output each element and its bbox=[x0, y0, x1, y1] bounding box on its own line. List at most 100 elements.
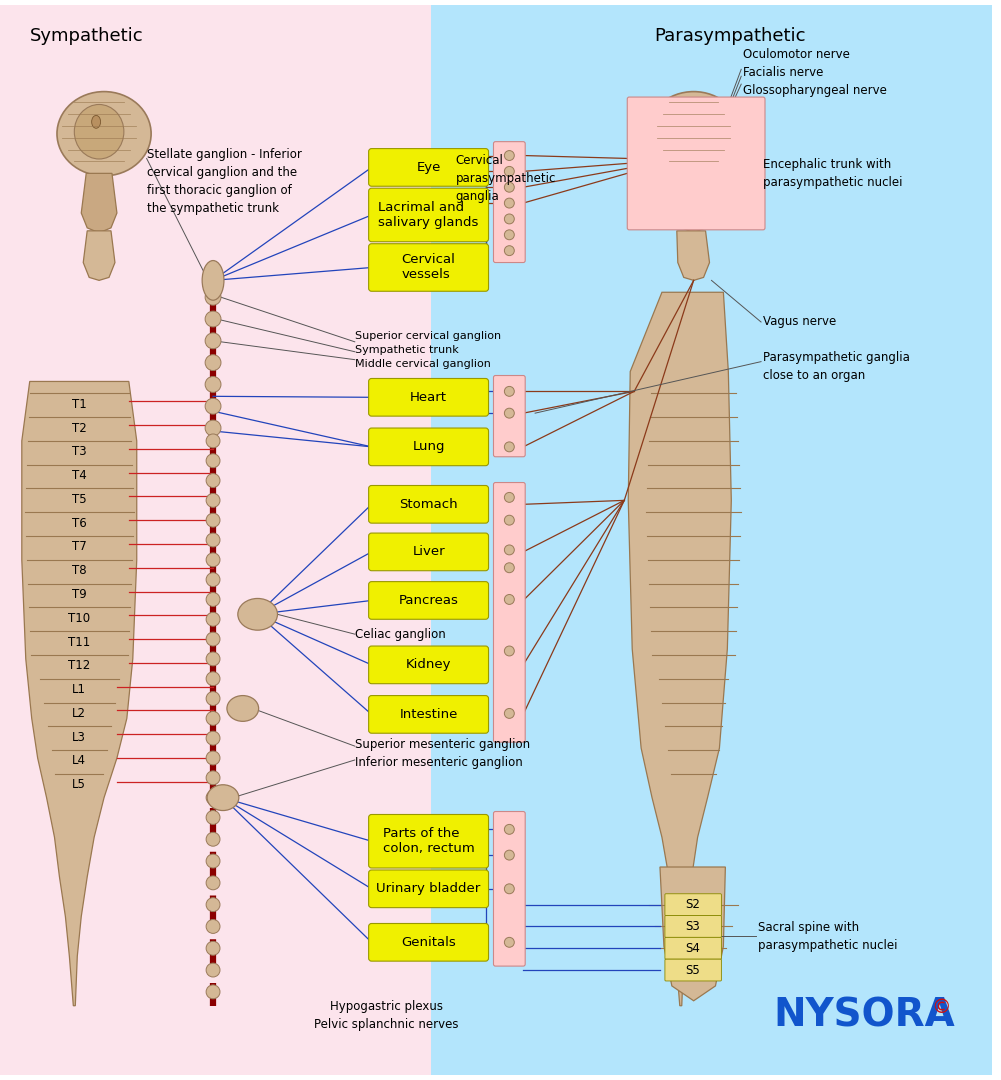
FancyBboxPatch shape bbox=[368, 696, 488, 733]
Circle shape bbox=[205, 420, 221, 436]
Text: Lacrimal and
salivary glands: Lacrimal and salivary glands bbox=[378, 201, 478, 229]
Text: Sympathetic: Sympathetic bbox=[30, 27, 143, 44]
Text: Sacral spine with
parasympathetic nuclei: Sacral spine with parasympathetic nuclei bbox=[758, 921, 898, 951]
Text: L5: L5 bbox=[72, 779, 86, 792]
Ellipse shape bbox=[227, 696, 258, 721]
Circle shape bbox=[206, 897, 220, 912]
Circle shape bbox=[505, 937, 515, 947]
Ellipse shape bbox=[202, 260, 224, 300]
Circle shape bbox=[206, 672, 220, 686]
Text: Celiac ganglion: Celiac ganglion bbox=[354, 627, 445, 640]
Text: Eye: Eye bbox=[416, 161, 440, 174]
Circle shape bbox=[505, 198, 515, 208]
Text: Intestine: Intestine bbox=[399, 707, 457, 721]
Polygon shape bbox=[22, 381, 137, 1005]
Circle shape bbox=[205, 289, 221, 306]
Bar bbox=[431, 5, 992, 1075]
Text: S4: S4 bbox=[686, 942, 700, 955]
Circle shape bbox=[505, 545, 515, 555]
Ellipse shape bbox=[682, 116, 690, 129]
Text: T3: T3 bbox=[72, 445, 87, 458]
Circle shape bbox=[505, 883, 515, 894]
Circle shape bbox=[505, 646, 515, 656]
Text: Pancreas: Pancreas bbox=[398, 594, 458, 607]
Ellipse shape bbox=[664, 105, 714, 159]
Circle shape bbox=[505, 850, 515, 860]
FancyBboxPatch shape bbox=[628, 97, 765, 230]
FancyBboxPatch shape bbox=[665, 894, 722, 916]
Ellipse shape bbox=[74, 105, 124, 159]
Circle shape bbox=[206, 534, 220, 546]
Circle shape bbox=[505, 594, 515, 605]
Text: Genitals: Genitals bbox=[401, 935, 455, 949]
Text: Stellate ganglion - Inferior
cervical ganglion and the
first thoracic ganglion o: Stellate ganglion - Inferior cervical ga… bbox=[147, 148, 301, 215]
Circle shape bbox=[205, 399, 221, 414]
FancyBboxPatch shape bbox=[368, 923, 488, 961]
Text: T5: T5 bbox=[72, 492, 87, 505]
Circle shape bbox=[505, 442, 515, 451]
Circle shape bbox=[205, 333, 221, 349]
Circle shape bbox=[206, 691, 220, 705]
FancyBboxPatch shape bbox=[368, 428, 488, 465]
Circle shape bbox=[505, 245, 515, 256]
Polygon shape bbox=[677, 231, 710, 281]
Circle shape bbox=[505, 708, 515, 718]
Circle shape bbox=[505, 492, 515, 502]
FancyBboxPatch shape bbox=[493, 483, 526, 742]
Text: T11: T11 bbox=[68, 635, 90, 649]
Text: T1: T1 bbox=[72, 397, 87, 410]
Circle shape bbox=[206, 632, 220, 646]
Text: Vagus nerve: Vagus nerve bbox=[763, 315, 836, 328]
Circle shape bbox=[206, 712, 220, 726]
Text: Cervical
vessels: Cervical vessels bbox=[401, 254, 455, 282]
Text: T7: T7 bbox=[72, 540, 87, 553]
Circle shape bbox=[206, 963, 220, 977]
Circle shape bbox=[505, 230, 515, 240]
FancyBboxPatch shape bbox=[368, 870, 488, 907]
Circle shape bbox=[505, 387, 515, 396]
Text: T9: T9 bbox=[72, 588, 87, 600]
Text: Stomach: Stomach bbox=[399, 498, 457, 511]
Text: Hypogastric plexus
Pelvic splanchnic nerves: Hypogastric plexus Pelvic splanchnic ner… bbox=[314, 1000, 458, 1031]
Text: Cervical
parasympathetic
ganglia: Cervical parasympathetic ganglia bbox=[455, 153, 557, 203]
Circle shape bbox=[206, 731, 220, 745]
Circle shape bbox=[206, 593, 220, 606]
Ellipse shape bbox=[92, 116, 100, 129]
Text: Parasympathetic: Parasympathetic bbox=[654, 27, 806, 44]
FancyBboxPatch shape bbox=[493, 811, 526, 967]
FancyBboxPatch shape bbox=[665, 937, 722, 959]
Text: Kidney: Kidney bbox=[405, 659, 451, 672]
Ellipse shape bbox=[207, 785, 239, 810]
Text: ©: © bbox=[932, 998, 951, 1017]
FancyBboxPatch shape bbox=[665, 916, 722, 937]
Circle shape bbox=[205, 354, 221, 370]
Polygon shape bbox=[83, 231, 115, 281]
Text: S5: S5 bbox=[686, 963, 700, 976]
Bar bbox=[0, 5, 431, 1075]
Text: Oculomotor nerve
Facialis nerve
Glossopharyngeal nerve: Oculomotor nerve Facialis nerve Glossoph… bbox=[743, 48, 887, 97]
FancyBboxPatch shape bbox=[368, 188, 488, 242]
Circle shape bbox=[206, 876, 220, 890]
FancyBboxPatch shape bbox=[493, 141, 526, 262]
Text: Lung: Lung bbox=[412, 441, 444, 454]
FancyBboxPatch shape bbox=[665, 959, 722, 981]
FancyBboxPatch shape bbox=[368, 814, 488, 868]
Circle shape bbox=[206, 454, 220, 468]
Circle shape bbox=[206, 513, 220, 527]
Text: Superior mesenteric ganglion
Inferior mesenteric ganglion: Superior mesenteric ganglion Inferior me… bbox=[354, 738, 530, 769]
FancyBboxPatch shape bbox=[368, 244, 488, 292]
Circle shape bbox=[206, 572, 220, 586]
FancyBboxPatch shape bbox=[493, 376, 526, 457]
Circle shape bbox=[206, 474, 220, 487]
FancyBboxPatch shape bbox=[368, 486, 488, 523]
Text: NYSORA: NYSORA bbox=[773, 997, 955, 1035]
Circle shape bbox=[505, 824, 515, 835]
Text: Heart: Heart bbox=[410, 391, 447, 404]
Circle shape bbox=[206, 652, 220, 666]
Circle shape bbox=[505, 408, 515, 418]
Circle shape bbox=[206, 612, 220, 626]
Text: Parasympathetic ganglia
close to an organ: Parasympathetic ganglia close to an orga… bbox=[763, 351, 910, 382]
Polygon shape bbox=[81, 174, 117, 233]
Circle shape bbox=[206, 919, 220, 933]
Polygon shape bbox=[676, 174, 712, 233]
